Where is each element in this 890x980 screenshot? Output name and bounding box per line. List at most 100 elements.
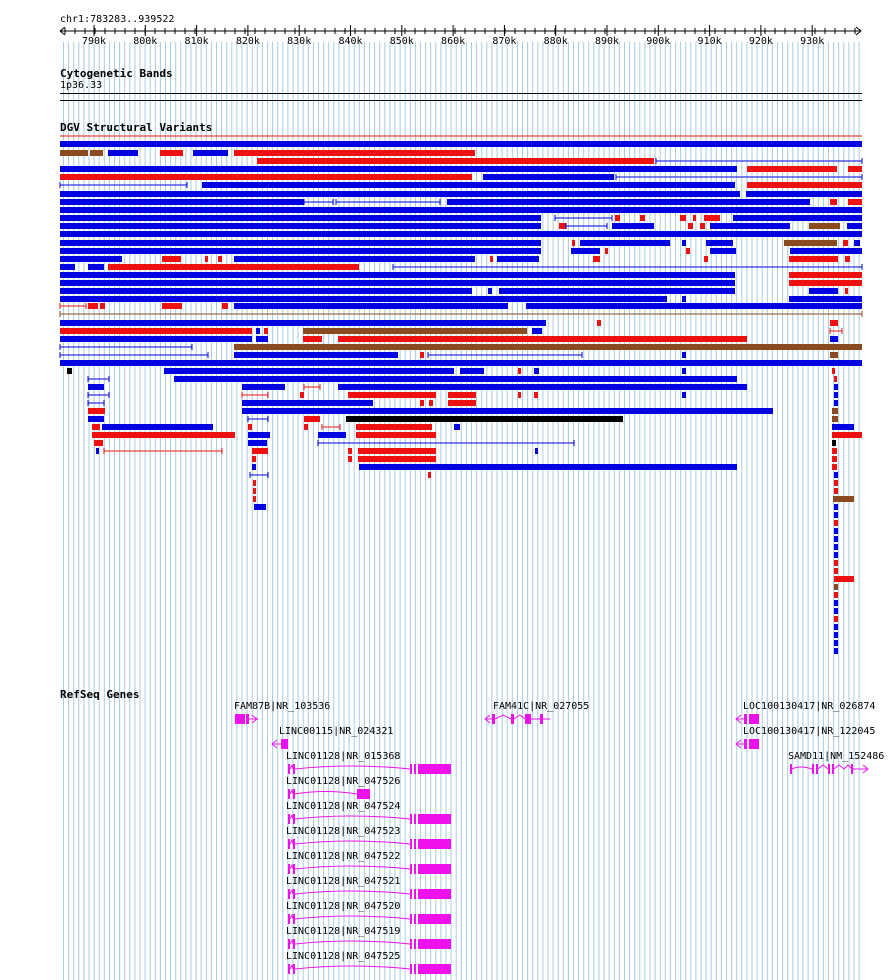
variant-bar[interactable]	[303, 336, 322, 342]
variant-bar[interactable]	[834, 400, 838, 406]
variant-bar[interactable]	[832, 448, 837, 454]
gene-exon[interactable]	[418, 964, 451, 974]
variant-bar[interactable]	[420, 400, 424, 406]
variant-bar[interactable]	[60, 215, 541, 221]
variant-bar[interactable]	[834, 648, 838, 654]
gene-label-linc01128[interactable]: LINC01128|NR_047522	[286, 851, 401, 862]
gene-exon[interactable]	[832, 764, 834, 774]
variant-bar[interactable]	[499, 288, 735, 294]
gene-label-fam41c[interactable]: FAM41C|NR_027055	[493, 701, 590, 712]
gene-exon[interactable]	[293, 889, 295, 899]
variant-bar[interactable]	[834, 544, 838, 550]
variant-bar[interactable]	[252, 464, 256, 470]
variant-bar[interactable]	[248, 432, 270, 438]
variant-bar[interactable]	[834, 472, 838, 478]
variant-bar[interactable]	[834, 576, 854, 582]
gene-label-fam87b[interactable]: FAM87B|NR_103536	[234, 701, 331, 712]
gene-label-linc01128[interactable]: LINC01128|NR_047524	[286, 801, 401, 812]
variant-bar[interactable]	[526, 303, 862, 309]
variant-bar[interactable]	[60, 191, 740, 197]
gene-exon[interactable]	[410, 864, 412, 874]
variant-bar[interactable]	[580, 240, 670, 246]
variant-bar[interactable]	[830, 199, 837, 205]
variant-bar[interactable]	[358, 456, 436, 462]
variant-bar[interactable]	[448, 400, 476, 406]
variant-bar[interactable]	[733, 215, 862, 221]
gene-exon[interactable]	[288, 964, 290, 974]
variant-bar[interactable]	[693, 215, 696, 221]
variant-bar[interactable]	[108, 264, 359, 270]
variant-bar[interactable]	[710, 248, 736, 254]
variant-bar[interactable]	[710, 223, 790, 229]
gene-exon[interactable]	[281, 739, 288, 749]
variant-bar[interactable]	[834, 376, 837, 382]
variant-bar[interactable]	[264, 328, 268, 334]
variant-bar[interactable]	[605, 248, 608, 254]
coordinate-ruler[interactable]: 790k 800k 810k 820k 830k 840k 850k 860k 870k 880k…	[0, 22, 890, 50]
variant-bar[interactable]	[348, 392, 436, 398]
variant-bar[interactable]	[222, 303, 228, 309]
variant-bar[interactable]	[164, 368, 454, 374]
variant-bar[interactable]	[252, 448, 268, 454]
gene-intron[interactable]	[289, 788, 294, 795]
variant-bar[interactable]	[832, 368, 835, 374]
variant-bar[interactable]	[218, 256, 222, 262]
gene-exon[interactable]	[288, 764, 290, 774]
variant-bar[interactable]	[60, 264, 75, 270]
gene-intron[interactable]	[494, 714, 512, 720]
gene-exon[interactable]	[744, 714, 747, 724]
variant-bar[interactable]	[359, 464, 737, 470]
variant-bar[interactable]	[448, 392, 476, 398]
variant-bar[interactable]	[242, 408, 773, 414]
variant-bar[interactable]	[830, 352, 838, 358]
gene-intron[interactable]	[294, 865, 411, 870]
variant-bar[interactable]	[789, 256, 838, 262]
variant-bar[interactable]	[356, 432, 436, 438]
variant-bar[interactable]	[60, 336, 252, 342]
gene-exon[interactable]	[828, 764, 830, 774]
variant-bar[interactable]	[94, 440, 103, 446]
variant-bar[interactable]	[832, 440, 836, 446]
variant-bar[interactable]	[174, 376, 737, 382]
variant-bar[interactable]	[700, 223, 705, 229]
variant-bar[interactable]	[60, 248, 541, 254]
variant-bar[interactable]	[60, 296, 667, 302]
variant-bar[interactable]	[682, 392, 686, 398]
cytoband-band[interactable]	[60, 93, 862, 94]
variant-bar[interactable]	[348, 456, 352, 462]
variant-bar[interactable]	[593, 256, 600, 262]
gene-exon[interactable]	[410, 964, 412, 974]
variant-bar[interactable]	[789, 296, 862, 302]
variant-bar[interactable]	[572, 240, 575, 246]
variant-bar[interactable]	[790, 248, 862, 254]
variant-bar[interactable]	[60, 150, 88, 156]
variant-bar[interactable]	[88, 416, 104, 422]
variant-bar[interactable]	[834, 640, 838, 646]
variant-bar[interactable]	[834, 480, 838, 486]
variant-bar[interactable]	[789, 272, 862, 278]
variant-bar[interactable]	[747, 182, 862, 188]
variant-bar[interactable]	[304, 416, 320, 422]
variant-bar[interactable]	[60, 328, 252, 334]
variant-bar[interactable]	[60, 288, 472, 294]
variant-bar[interactable]	[248, 424, 252, 430]
variant-bar[interactable]	[832, 416, 838, 422]
variant-bar[interactable]	[832, 456, 837, 462]
variant-bar[interactable]	[834, 488, 838, 494]
variant-bar[interactable]	[60, 256, 122, 262]
variant-bar[interactable]	[92, 424, 100, 430]
gene-label-linc00115[interactable]: LINC00115|NR_024321	[279, 726, 394, 737]
variant-bar[interactable]	[847, 223, 862, 229]
dgv-track-title[interactable]: DGV Structural Variants	[60, 121, 213, 134]
variant-bar[interactable]	[845, 256, 850, 262]
variant-bar[interactable]	[833, 496, 854, 502]
variant-bar[interactable]	[834, 560, 838, 566]
gene-intron[interactable]	[513, 714, 526, 720]
gene-exon[interactable]	[749, 714, 759, 724]
variant-bar[interactable]	[253, 496, 256, 502]
gene-exon[interactable]	[540, 714, 543, 724]
variant-bar[interactable]	[535, 448, 538, 454]
variant-bar[interactable]	[234, 256, 475, 262]
variant-bar[interactable]	[834, 584, 838, 590]
gene-exon[interactable]	[418, 814, 451, 824]
